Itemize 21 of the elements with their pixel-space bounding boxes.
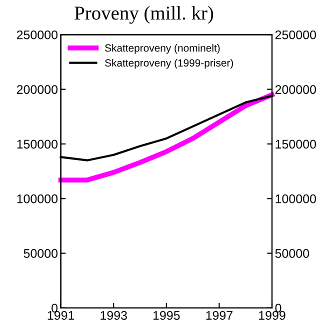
line-series [58,92,274,182]
x-tick-label: 1995 [153,311,180,320]
y-tick-label: 100000 [17,194,58,204]
y2-tick-label: 0 [275,304,282,313]
legend-label: Skatteproveny (nominelt) [105,44,220,54]
y2-tick-label: 250000 [275,30,316,40]
x-tick-label: 1991 [48,311,74,320]
x-tick-label: 1997 [206,311,232,320]
chart-title: Proveny (mill. kr) [74,6,214,24]
y2-tick-label: 100000 [276,194,316,204]
y-tick-label: 50000 [24,249,58,258]
y2-tick-label: 150000 [276,140,316,149]
y-tick-label: 200000 [16,85,58,94]
y-tick-label: 0 [52,304,58,313]
y-tick-label: 250000 [16,30,58,40]
y-tick-label: 150000 [17,140,58,149]
x-tick-label: 1999 [259,311,286,320]
x-tick-label: 1993 [100,311,127,320]
y2-tick-label: 50000 [275,249,310,258]
y2-tick-label: 200000 [275,85,316,94]
legend-label: Skatteproveny (1999-priser) [105,58,234,69]
